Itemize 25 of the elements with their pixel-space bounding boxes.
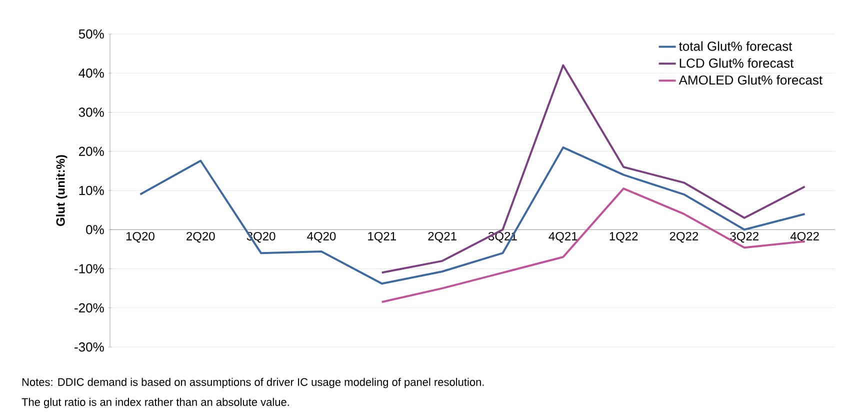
y-tick-label: 20%: [78, 146, 104, 156]
y-tick-label: -10%: [74, 264, 104, 274]
x-tick-label: 4Q21: [548, 232, 578, 243]
y-tick-label: -20%: [74, 303, 104, 312]
y-tick-label: 0%: [86, 225, 104, 234]
y-tick-label: 10%: [79, 186, 104, 196]
y-tick-label: 30%: [78, 108, 104, 117]
y-tick-label: 40%: [78, 68, 104, 78]
x-tick-label: 1Q21: [368, 232, 396, 243]
x-tick-label: 4Q20: [307, 232, 336, 243]
x-tick-label: 3Q22: [730, 232, 758, 243]
x-tick-label: 2Q21: [428, 232, 456, 243]
legend-label: LCD Glut% forecast: [680, 58, 794, 68]
text: Notes: DDIC demand is based on assumptions of driver IC usage modeling of panel resolution.: [22, 378, 484, 388]
x-tick-label: 2Q22: [670, 232, 698, 243]
y-tick-label: -30%: [74, 342, 104, 352]
legend-label: AMOLED Glut% forecast: [678, 75, 822, 85]
y-axis-title: Glut (unit:%): [56, 155, 68, 226]
x-tick-label: 4Q22: [790, 232, 819, 243]
legend-label: total Glut% forecast: [679, 41, 792, 51]
x-tick-label: 1Q22: [610, 232, 638, 243]
x-tick-label: 2Q20: [186, 232, 215, 243]
y-tick-label: 50%: [78, 29, 104, 39]
x-tick-label: 1Q20: [126, 232, 154, 243]
text: The glut ratio is an index rather than an absolute value.: [22, 398, 289, 408]
